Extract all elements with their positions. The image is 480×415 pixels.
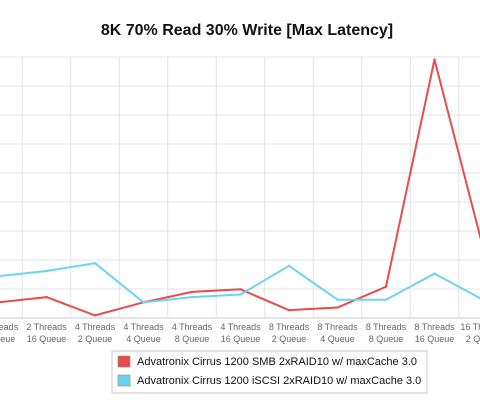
data-point <box>190 295 194 299</box>
x-tick-label-line: 8 Queue <box>175 334 210 344</box>
x-tick-label-line: 2 Threads <box>26 322 67 332</box>
x-tick-label: 2 Threads 8 Queue <box>0 322 19 344</box>
legend-label: Advatronix Cirrus 1200 iSCSI 2xRAID10 w/… <box>137 375 421 387</box>
x-tick-label-line: 8 Threads <box>366 322 407 332</box>
x-tick-label-line: 16 Queue <box>415 334 455 344</box>
x-tick-label-line: 8 Queue <box>369 334 404 344</box>
data-point <box>287 264 291 267</box>
data-point <box>336 306 339 309</box>
x-tick-label-line: 2 Threads <box>0 322 19 332</box>
x-tick-label-line: 8 Threads <box>317 322 358 332</box>
data-point <box>384 298 388 301</box>
data-point <box>239 288 242 291</box>
data-point <box>384 285 388 288</box>
legend-label: Advatronix Cirrus 1200 SMB 2xRAID10 w/ m… <box>137 356 417 368</box>
chart-title: 8K 70% Read 30% Write [Max Latency] <box>101 22 393 39</box>
x-tick-label-line: 4 Threads <box>75 322 116 332</box>
data-point <box>93 314 97 317</box>
x-tick-label-line: 4 Threads <box>123 322 164 332</box>
x-tick-label-line: 4 Threads <box>172 322 213 332</box>
x-tick-label: 8 Threads 2 Queue <box>269 322 310 344</box>
x-tick-label-line: 4 Threads <box>220 322 261 332</box>
legend-swatch <box>117 355 131 368</box>
x-tick-label-line: 16 Queue <box>221 334 261 344</box>
x-tick-label-line: 8 Queue <box>0 334 15 344</box>
data-point <box>336 298 339 301</box>
data-point <box>239 293 242 296</box>
series-line-2 <box>0 262 480 304</box>
gridlines <box>0 56 480 319</box>
x-tick-label: 4 Threads 4 Queue <box>123 322 164 344</box>
legend: Advatronix Cirrus 1200 SMB 2xRAID10 w/ m… <box>111 350 428 394</box>
data-point <box>142 301 145 304</box>
x-tick-label: 8 Threads 16 Queue <box>414 322 455 344</box>
x-tick-label: 8 Threads 8 Queue <box>366 322 407 344</box>
x-tick-label-line: 2 Queue <box>78 334 113 344</box>
x-tick-label: 8 Threads 4 Queue <box>317 322 358 344</box>
x-tick-label: 4 Threads 2 Queue <box>75 322 116 344</box>
data-point <box>433 272 436 275</box>
x-tick-label: 2 Threads 16 Queue <box>26 322 67 344</box>
x-tick-label-line: 2 Queue <box>466 334 480 344</box>
data-point <box>93 261 97 265</box>
x-tick-label-line: 2 Queue <box>272 334 307 344</box>
legend-swatch <box>117 374 131 387</box>
data-point <box>287 308 291 312</box>
data-point <box>190 290 194 294</box>
x-tick-label-line: 8 Threads <box>414 322 455 332</box>
x-tick-label-line: 4 Queue <box>320 334 355 344</box>
x-tick-label-line: 4 Queue <box>126 334 161 344</box>
x-tick-label: 4 Threads 8 Queue <box>172 322 213 344</box>
data-point <box>433 58 436 61</box>
x-tick-label-line: 8 Threads <box>269 322 310 332</box>
series-lines <box>0 58 480 317</box>
x-tick-label: 16 Threads 2 Queue <box>460 322 480 344</box>
x-tick-label-line: 16 Threads <box>460 322 480 332</box>
x-tick-label: 4 Threads 16 Queue <box>220 322 261 344</box>
x-tick-label-line: 16 Queue <box>27 334 67 344</box>
data-point <box>45 269 48 273</box>
series-line-1 <box>0 58 480 317</box>
legend-box <box>111 350 428 394</box>
data-point <box>45 295 48 299</box>
